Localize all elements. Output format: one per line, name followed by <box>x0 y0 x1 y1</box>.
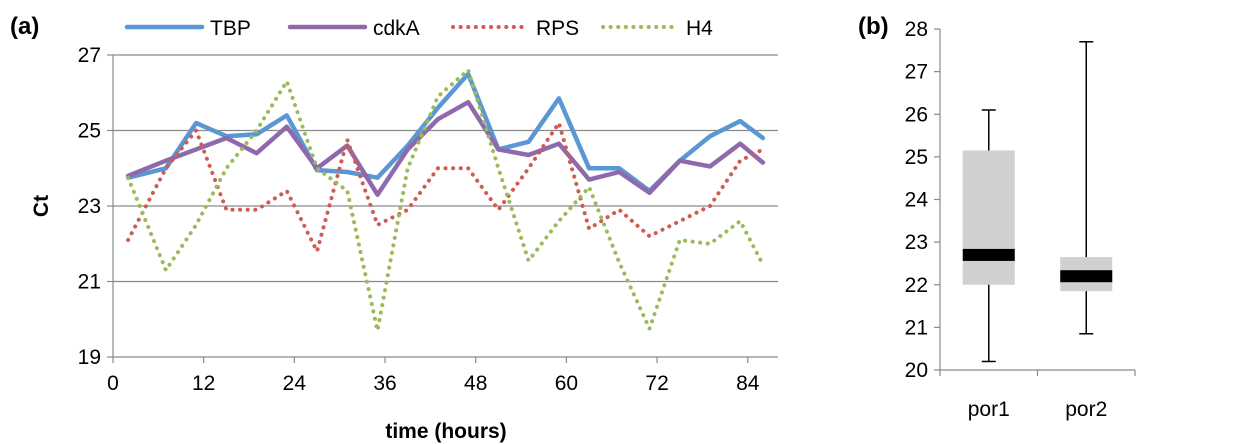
series-line-cdka <box>125 99 766 197</box>
x-axis-title: time (hours) <box>385 420 506 443</box>
panel-a-axes <box>107 54 778 363</box>
panel-b-y-tick-label-28: 28 <box>905 18 928 41</box>
panel-b-category-labels: por1 por2 <box>968 398 1108 421</box>
panel-b-y-tick-label-25: 25 <box>905 146 928 169</box>
y-tick-label-21: 21 <box>78 271 101 294</box>
panel-a-y-tick-labels: 19 21 23 25 27 <box>78 44 101 369</box>
legend-label-rps: RPS <box>536 17 579 40</box>
panel-a-legend: TBP cdkA RPS H4 <box>124 17 713 40</box>
x-tick-label-84: 84 <box>736 372 760 395</box>
x-tick-label-12: 12 <box>192 372 215 395</box>
category-label-por1: por1 <box>968 398 1010 421</box>
x-tick-label-48: 48 <box>464 372 487 395</box>
legend-label-h4: H4 <box>686 17 713 40</box>
median-bar-por2 <box>1060 270 1113 283</box>
median-bar-por1 <box>962 248 1015 261</box>
box-por1 <box>962 150 1015 285</box>
y-tick-label-25: 25 <box>78 120 101 143</box>
panel-b-y-tick-label-20: 20 <box>905 359 928 382</box>
x-tick-label-72: 72 <box>645 372 668 395</box>
panel-b-boxes <box>962 41 1113 363</box>
series-line-rps <box>126 121 765 254</box>
panel-b-axes <box>934 28 1136 376</box>
panel-label-b: (b) <box>858 13 889 40</box>
panel-b-y-tick-label-26: 26 <box>905 103 928 126</box>
panel-b-y-tick-label-21: 21 <box>905 316 928 339</box>
panel-b-box-plot: (b) 20 21 22 23 24 25 26 27 28 por1 por2 <box>858 13 1136 421</box>
panel-b-y-tick-label-23: 23 <box>905 231 928 254</box>
panel-b-y-tick-label-27: 27 <box>905 61 928 84</box>
y-axis-title: Ct <box>30 195 53 217</box>
panel-b-y-tick-labels: 20 21 22 23 24 25 26 27 28 <box>905 18 929 382</box>
panel-label-a: (a) <box>10 13 39 40</box>
panel-b-y-tick-label-24: 24 <box>905 189 929 212</box>
category-label-por2: por2 <box>1065 398 1107 421</box>
panel-b-y-tick-label-22: 22 <box>905 274 928 297</box>
y-tick-label-23: 23 <box>78 195 101 218</box>
y-tick-label-27: 27 <box>78 44 101 67</box>
legend-label-tbp: TBP <box>210 17 251 40</box>
x-tick-label-36: 36 <box>373 372 396 395</box>
panel-a-x-tick-labels: 0 12 24 36 48 60 72 84 <box>107 372 760 395</box>
y-tick-label-19: 19 <box>78 346 101 369</box>
panel-a-gridlines <box>113 54 778 283</box>
x-tick-label-60: 60 <box>555 372 578 395</box>
x-tick-label-0: 0 <box>107 372 119 395</box>
legend-label-cdka: cdkA <box>373 17 420 40</box>
panel-a-series <box>125 68 766 333</box>
series-line-h4 <box>126 68 765 333</box>
panel-a-line-chart: (a) 19 21 23 25 27 0 12 24 36 48 60 72 84 TBP cdkA RP… <box>10 13 778 443</box>
x-tick-label-24: 24 <box>283 372 307 395</box>
